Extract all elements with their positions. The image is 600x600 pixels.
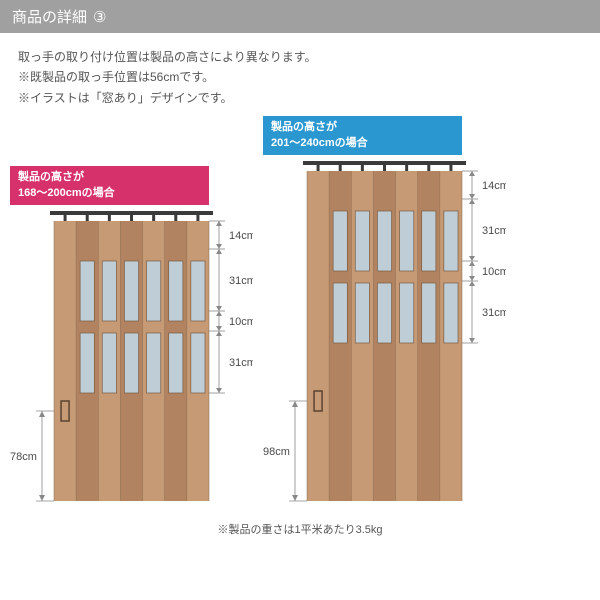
- footnote: ※製品の重さは1平米あたり3.5kg: [0, 521, 600, 537]
- case-label-pink: 製品の高さが168～200cmの場合: [10, 166, 209, 205]
- diagram-right: 製品の高さが201～240cmの場合 98cm 14cm 31cm 10cm 31cm: [263, 116, 506, 503]
- header-title: 商品の詳細: [12, 6, 87, 27]
- svg-text:31cm: 31cm: [482, 225, 506, 237]
- svg-text:14cm: 14cm: [229, 230, 253, 242]
- svg-text:14cm: 14cm: [482, 180, 506, 192]
- svg-text:31cm: 31cm: [482, 307, 506, 319]
- door-svg-right: 98cm 14cm 31cm 10cm 31cm: [263, 161, 506, 503]
- diagram-row: 製品の高さが168～200cmの場合 78cm14cm31cm10cm31cm …: [0, 116, 600, 503]
- case-label-blue: 製品の高さが201～240cmの場合: [263, 116, 462, 155]
- svg-text:31cm: 31cm: [229, 275, 253, 287]
- section-header: 商品の詳細 ③: [0, 0, 600, 33]
- header-number: ③: [93, 8, 106, 26]
- door-svg-left: 78cm 14cm 31cm 10cm 31cm: [10, 211, 253, 503]
- svg-text:98cm: 98cm: [263, 446, 290, 458]
- svg-text:78cm: 78cm: [10, 451, 37, 463]
- svg-text:10cm: 10cm: [482, 266, 506, 278]
- svg-text:31cm: 31cm: [229, 357, 253, 369]
- intro-line: 取っ手の取り付け位置は製品の高さにより異なります。: [18, 47, 582, 67]
- intro-line: ※イラストは「窓あり」デザインです。: [18, 88, 582, 108]
- intro-line: ※既製品の取っ手位置は56cmです。: [18, 67, 582, 87]
- svg-text:10cm: 10cm: [229, 316, 253, 328]
- diagram-left: 製品の高さが168～200cmの場合 78cm 14cm 31cm 10cm 31cm: [10, 166, 253, 503]
- intro-text: 取っ手の取り付け位置は製品の高さにより異なります。 ※既製品の取っ手位置は56c…: [0, 33, 600, 116]
